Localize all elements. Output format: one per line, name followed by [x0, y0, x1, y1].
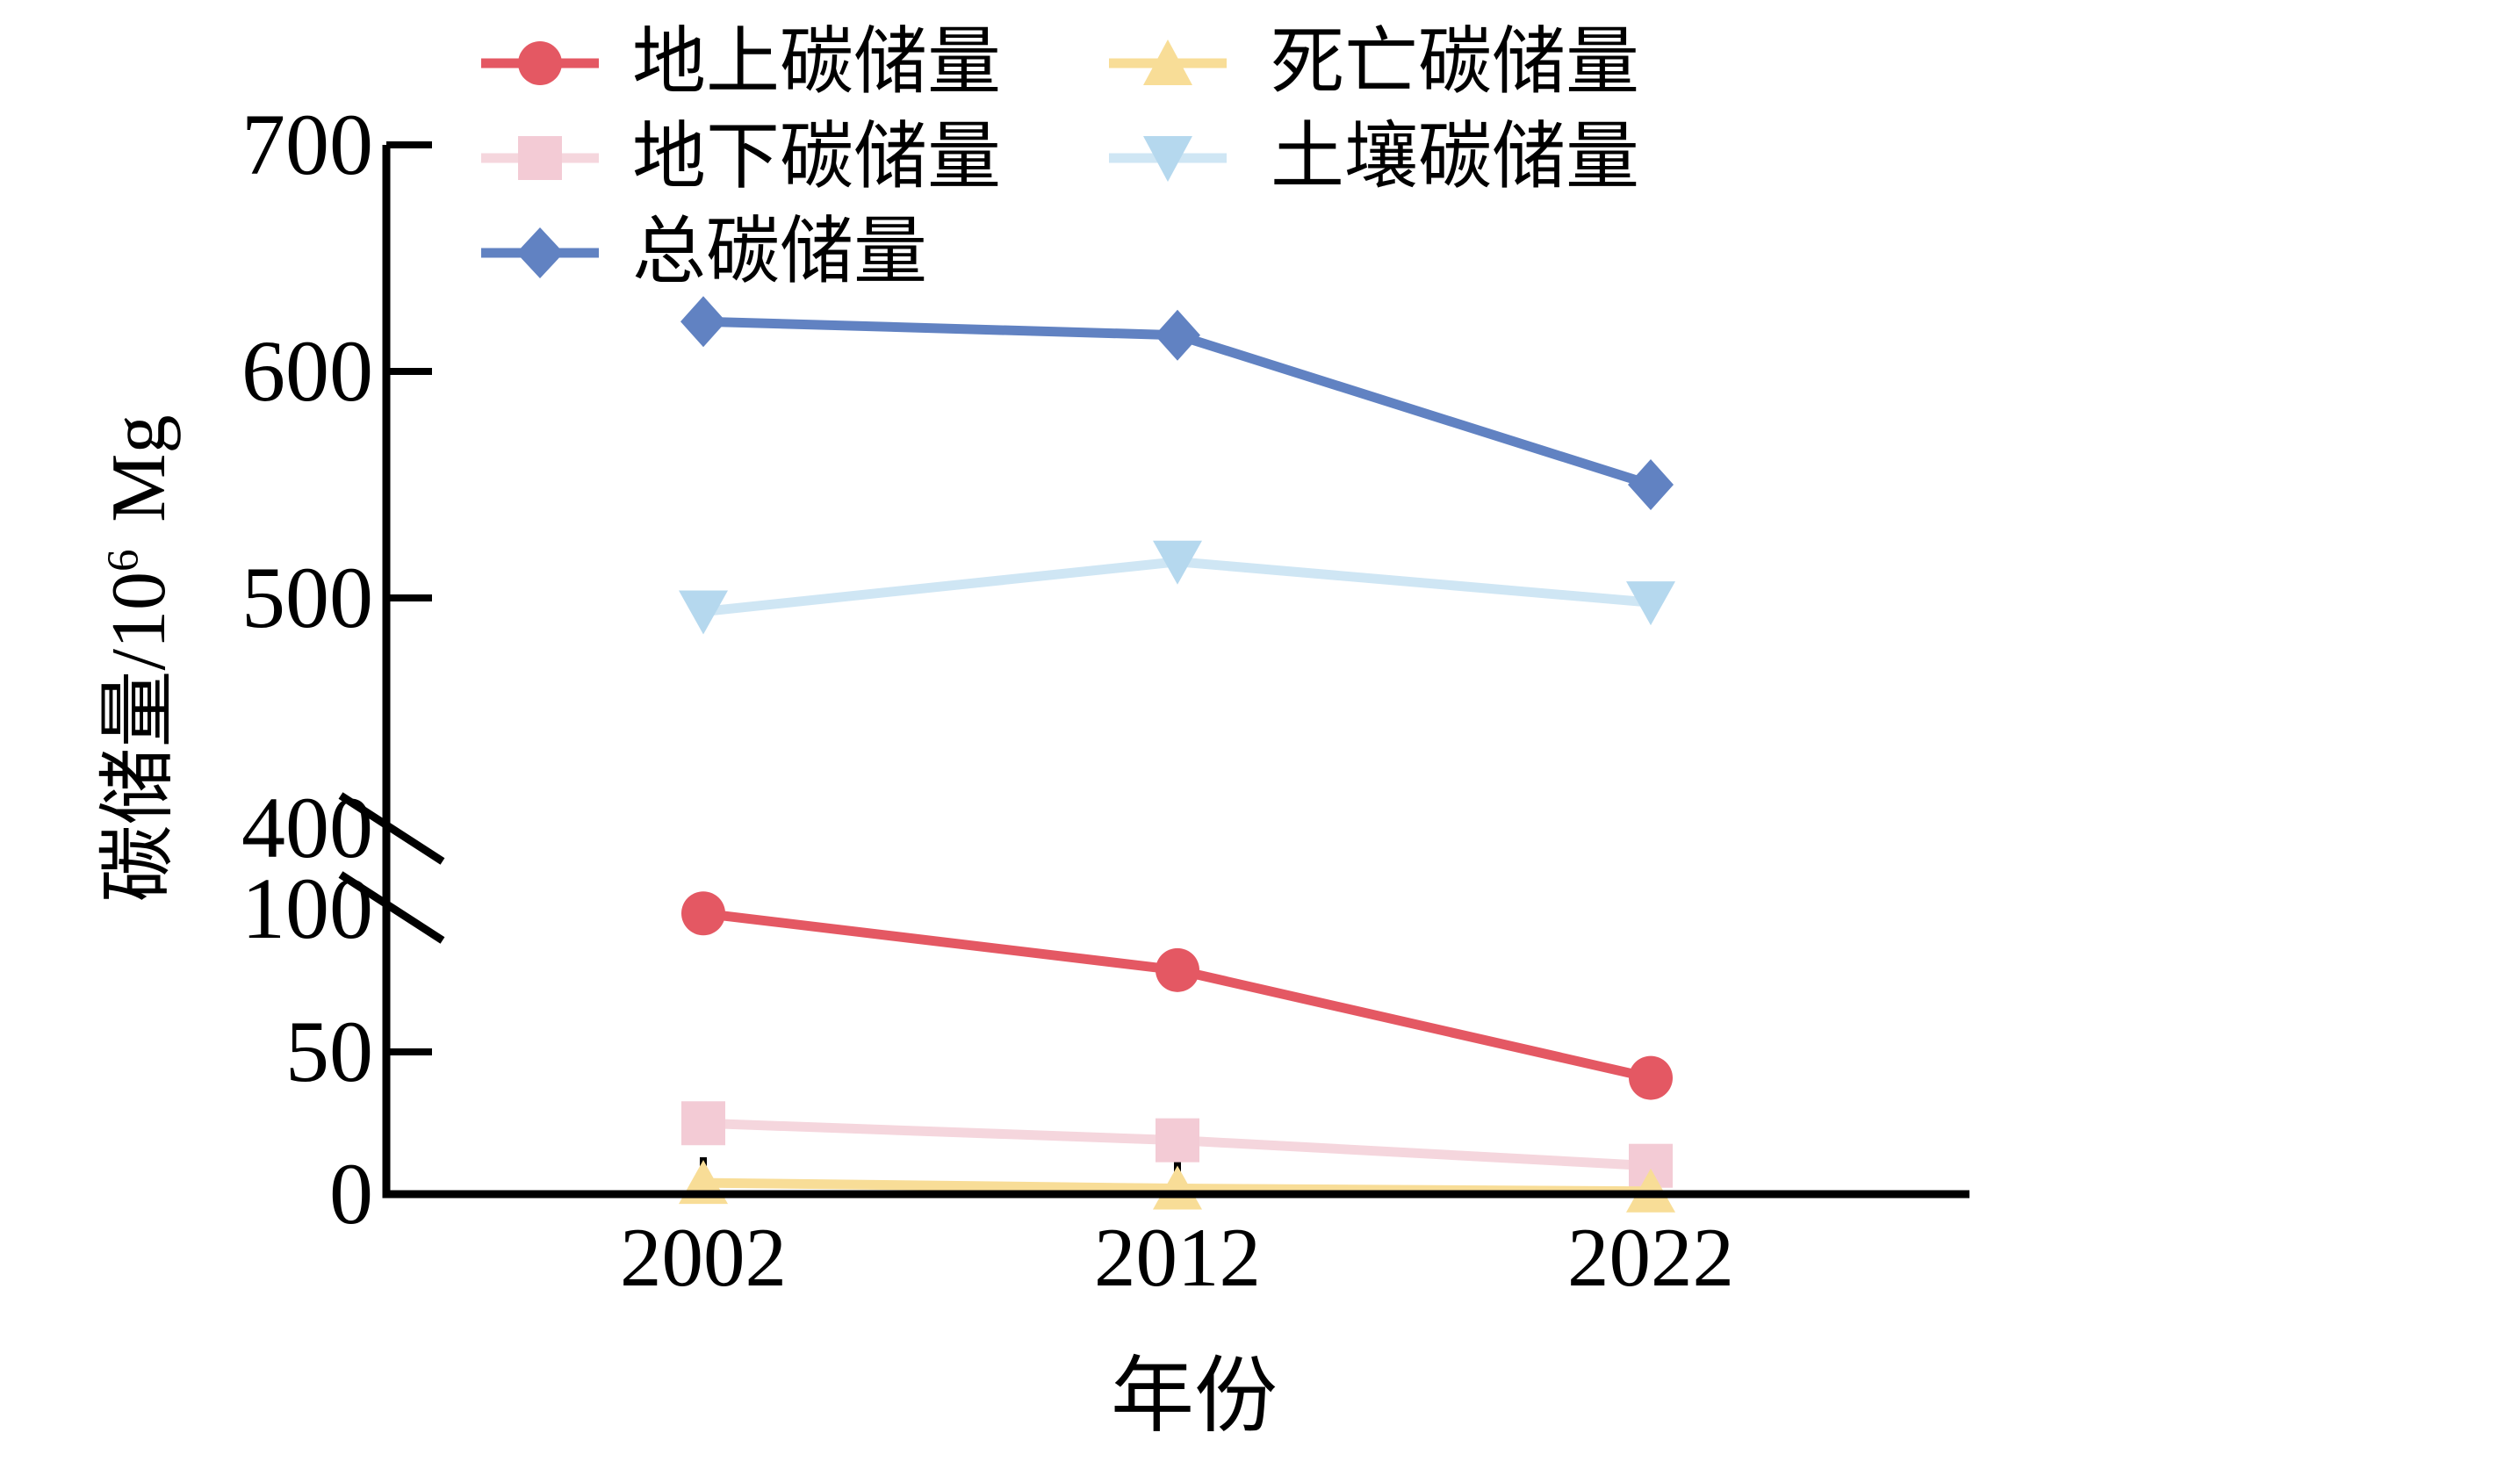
x-tick-label-2022: 2022 — [1567, 1211, 1734, 1304]
marker-diamond-total — [1628, 459, 1674, 510]
x-axis-title: 年份 — [1110, 1350, 1278, 1443]
marker-diamond-total — [680, 296, 726, 348]
y-axis-title-superscript: 6 — [98, 549, 148, 572]
marker-square-belowground — [1156, 1118, 1199, 1163]
marker-diamond-total — [1155, 309, 1200, 361]
legend-label: 总碳储量 — [632, 212, 928, 293]
series-line-aboveground — [702, 908, 1652, 1083]
series-belowground — [681, 1101, 1673, 1188]
x-tick-label-2002: 2002 — [620, 1211, 787, 1304]
series-soil — [679, 540, 1675, 635]
series-aboveground — [681, 891, 1673, 1100]
y-tick-label-400: 400 — [241, 779, 373, 876]
marker-triangle-down-soil — [1153, 540, 1202, 585]
axis-break-slash-upper — [338, 792, 445, 865]
marker-triangle-up-dead — [1153, 1165, 1202, 1210]
y-tick-label-700: 700 — [241, 96, 373, 193]
axis-break-slash-lower — [338, 871, 445, 944]
legend-marker-diamond — [481, 227, 599, 278]
legend-item-aboveground: 地上碳储量 — [481, 21, 1001, 105]
legend-label: 地上碳储量 — [632, 22, 1002, 104]
marker-square-belowground — [681, 1101, 725, 1146]
legend-item-dead: 死亡碳储量 — [1109, 21, 1639, 105]
legend-marker-square — [481, 136, 599, 180]
y-axis-title-unit: Mg — [97, 414, 183, 522]
y-tick-label-0: 0 — [329, 1145, 373, 1242]
y-tick-label-100: 100 — [241, 860, 373, 957]
legend-item-belowground: 地下碳储量 — [481, 116, 1001, 200]
y-tick-label-500: 500 — [241, 549, 373, 646]
x-tick-label-2012: 2012 — [1094, 1211, 1261, 1304]
axis-lines — [382, 145, 1969, 1199]
y-tick-label-600: 600 — [241, 322, 373, 420]
y-tick-label-50: 50 — [285, 1003, 373, 1100]
marker-circle-aboveground — [1629, 1055, 1673, 1100]
axes — [338, 141, 1969, 1199]
marker-triangle-down-soil — [1626, 581, 1675, 626]
y-axis-title: 碳储量/106 Mg — [83, 414, 183, 903]
legend-label: 死亡碳储量 — [1271, 22, 1640, 104]
y-axis-title-text: 碳储量/10 — [97, 572, 183, 903]
legend-marker-triangle-up — [1109, 40, 1227, 85]
legend-label: 地下碳储量 — [632, 117, 1002, 198]
legend-item-total: 总碳储量 — [481, 211, 927, 295]
legend-marker-circle — [481, 41, 599, 85]
series-dead — [679, 1160, 1675, 1213]
marker-circle-aboveground — [1156, 947, 1199, 992]
series-total — [680, 296, 1674, 510]
legend-marker-triangle-down — [1109, 136, 1227, 182]
legend-label: 土壤碳储量 — [1271, 117, 1640, 198]
legend-item-soil: 土壤碳储量 — [1109, 116, 1639, 200]
marker-triangle-down-soil — [679, 590, 728, 635]
marker-circle-aboveground — [681, 891, 725, 936]
